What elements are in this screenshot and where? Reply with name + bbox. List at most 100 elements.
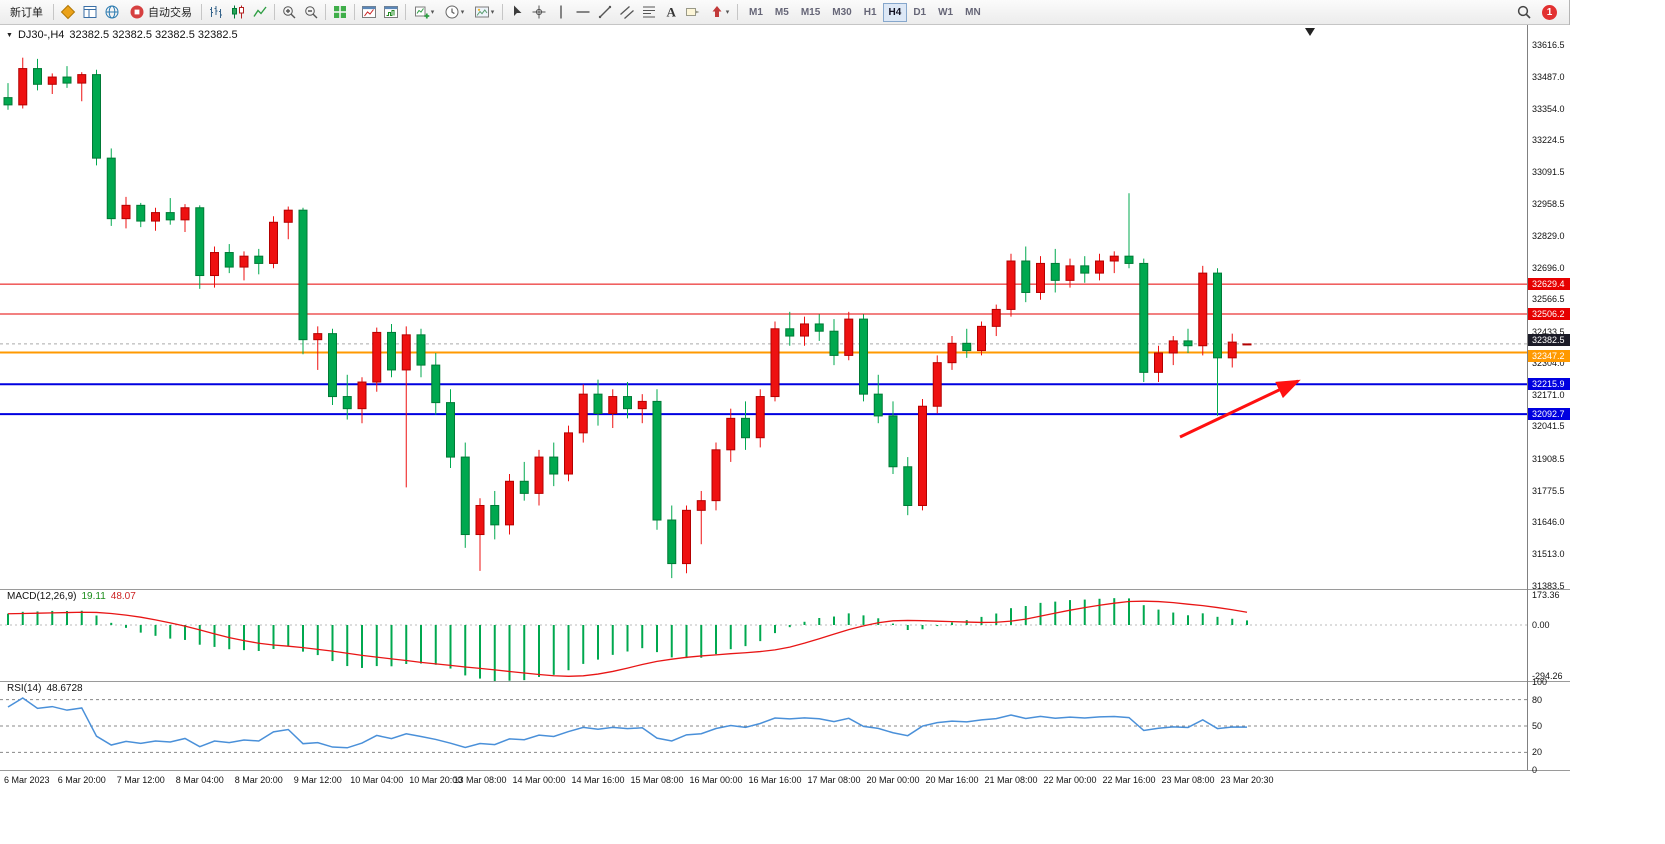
crosshair-icon[interactable] (528, 2, 550, 23)
price-tick: 32829.0 (1532, 230, 1565, 241)
time-label: 16 Mar 16:00 (748, 775, 802, 785)
macd-histogram (7, 598, 1248, 681)
timeframe-mn[interactable]: MN (959, 3, 987, 22)
chart-title: ▼ DJ30-,H4 32382.5 32382.5 32382.5 32382… (6, 29, 238, 41)
text-label-icon[interactable] (682, 2, 704, 23)
time-label: 22 Mar 00:00 (1043, 775, 1097, 785)
price-tick: 33091.5 (1532, 167, 1565, 178)
timeframe-m5[interactable]: M5 (769, 3, 795, 22)
rsi-scale-tick: 20 (1532, 747, 1543, 758)
resistance-line-2-price-label[interactable]: 32506.2 (1528, 307, 1570, 320)
cursor-icon[interactable] (506, 2, 528, 23)
rsi-scale-tick: 80 (1532, 694, 1543, 705)
timeframe-h4[interactable]: H4 (882, 2, 908, 22)
time-label: 14 Mar 16:00 (571, 775, 625, 785)
horizontal-line-icon[interactable] (572, 2, 594, 23)
pane-splitter-2[interactable] (0, 681, 1570, 682)
support-line-1-price-label[interactable]: 32215.9 (1528, 378, 1570, 391)
time-label: 23 Mar 08:00 (1161, 775, 1215, 785)
new-order-button[interactable]: 新订单 (4, 2, 49, 23)
price-tick: 33616.5 (1532, 40, 1565, 51)
toolbar-separator (325, 4, 326, 20)
symbol-period-label: DJ30-,H4 (17, 29, 65, 41)
time-label: 16 Mar 00:00 (689, 775, 743, 785)
time-axis[interactable]: 6 Mar 2023 6 Mar 20:00 7 Mar 12:00 8 Mar 04… (0, 771, 1570, 793)
price-tick: 33224.5 (1532, 135, 1565, 146)
toolbar-separator (354, 4, 355, 20)
chart-shift-marker-icon[interactable] (1305, 28, 1315, 36)
pivot-line-orange-price-label[interactable]: 32347.2 (1528, 350, 1570, 363)
rsi-line (7, 697, 1248, 749)
chart-area: ▼ DJ30-,H4 32382.5 32382.5 32382.5 32382… (0, 25, 1570, 793)
macd-signal-value: 48.07 (110, 591, 136, 602)
new-chart-icon[interactable]: ▾ (409, 2, 439, 23)
support-line-2-price-label[interactable]: 32092.7 (1528, 408, 1570, 421)
notification-badge[interactable]: 1 (1542, 4, 1557, 20)
price-tick: 31513.0 (1532, 549, 1565, 560)
arrow-tools-icon[interactable]: ▾ (704, 2, 734, 23)
timeframe-d1[interactable]: D1 (907, 3, 932, 22)
price-tick: 33354.0 (1532, 103, 1565, 114)
timeframe-m30[interactable]: M30 (826, 3, 857, 22)
ohlc-readout: 32382.5 32382.5 32382.5 32382.5 (69, 29, 238, 41)
bar-chart-icon[interactable] (205, 2, 227, 23)
zoom-in-icon[interactable] (278, 2, 300, 23)
timeframe-m1[interactable]: M1 (743, 3, 769, 22)
templates-icon[interactable]: ▾ (469, 2, 499, 23)
chart-window: 新订单 自动交易 ▾ ▾ ▾ A ▾ M1 M5 M15 M30 H1 H4 D1 W1 MN 1 ▼ DJ… (0, 0, 1570, 793)
equidistant-channel-icon[interactable] (616, 2, 638, 23)
macd-pane[interactable] (0, 590, 1527, 681)
search-icon[interactable] (1513, 2, 1535, 23)
timeframe-w1[interactable]: W1 (932, 3, 959, 22)
text-icon[interactable]: A (660, 2, 682, 23)
periods-icon[interactable]: ▾ (439, 2, 469, 23)
trend-arrow-annotation[interactable] (1179, 379, 1301, 439)
vertical-line-icon[interactable] (550, 2, 572, 23)
rsi-pane[interactable] (0, 682, 1527, 770)
tile-windows-icon[interactable] (329, 2, 351, 23)
zoom-out-icon[interactable] (300, 2, 322, 23)
macd-scale-tick: 173.36 (1532, 589, 1560, 600)
time-label: 10 Mar 04:00 (350, 775, 404, 785)
toolbar-right-group: 1 (1513, 2, 1565, 23)
pane-splitter-1[interactable] (0, 589, 1570, 590)
auto-trading-button[interactable]: 自动交易 (123, 2, 198, 23)
time-label: 17 Mar 08:00 (807, 775, 861, 785)
auto-trading-icon (129, 4, 145, 20)
data-window-icon[interactable] (79, 2, 101, 23)
resistance-line-1-price-label[interactable]: 32629.4 (1528, 278, 1570, 291)
timeframe-m15[interactable]: M15 (795, 3, 826, 22)
price-tick: 32171.0 (1532, 390, 1565, 401)
time-label: 8 Mar 04:00 (175, 775, 224, 785)
current-price-label[interactable]: 32382.5 (1528, 333, 1570, 346)
price-tick: 31908.5 (1532, 453, 1565, 464)
line-chart-icon[interactable] (249, 2, 271, 23)
trendline-icon[interactable] (594, 2, 616, 23)
rsi-label: RSI(14) 48.6728 (7, 683, 83, 694)
collapse-icon[interactable]: ▼ (6, 31, 13, 39)
rsi-scale-tick: 100 (1532, 677, 1548, 687)
time-label: 22 Mar 16:00 (1102, 775, 1156, 785)
candlestick-chart-icon[interactable] (227, 2, 249, 23)
macd-main-value: 19.11 (81, 591, 106, 602)
price-chart-pane[interactable] (0, 25, 1527, 589)
time-label: 20 Mar 16:00 (925, 775, 979, 785)
timeframe-h1[interactable]: H1 (858, 3, 883, 22)
svg-text:A: A (667, 5, 677, 20)
chart-window-a-icon[interactable] (358, 2, 380, 23)
toolbar-separator (737, 4, 738, 20)
fibonacci-icon[interactable] (638, 2, 660, 23)
time-label: 6 Mar 2023 (4, 775, 50, 785)
price-tick: 31646.0 (1532, 517, 1565, 528)
time-label: 21 Mar 08:00 (984, 775, 1038, 785)
time-label: 10 Mar 20:00 (409, 775, 463, 785)
web-request-icon[interactable] (101, 2, 123, 23)
price-axis[interactable]: 33616.5 33487.0 33354.0 33224.5 33091.5 32958… (1527, 25, 1570, 775)
chart-window-b-icon[interactable] (380, 2, 402, 23)
macd-label: MACD(12,26,9) 19.11 48.07 (7, 591, 136, 602)
price-tick: 32041.5 (1532, 421, 1565, 432)
macd-signal-line (7, 600, 1248, 677)
rsi-scale-tick: 0 (1532, 765, 1538, 775)
market-watch-icon[interactable] (57, 2, 79, 23)
